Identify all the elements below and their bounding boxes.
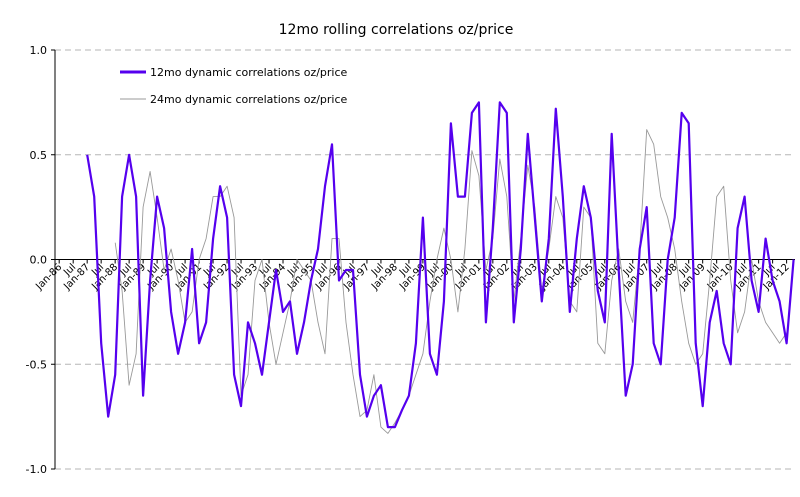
grid-layer (55, 49, 795, 470)
legend-label-12mo: 12mo dynamic correlations oz/price (150, 66, 348, 79)
y-tick-label: 1.0 (30, 44, 48, 57)
legend: 12mo dynamic correlations oz/price 24mo … (120, 66, 348, 106)
y-tick-label: 0.0 (30, 254, 48, 267)
chart-title: 12mo rolling correlations oz/price (279, 22, 514, 38)
y-tick-label: -1.0 (26, 463, 47, 476)
legend-label-24mo: 24mo dynamic correlations oz/price (150, 93, 348, 106)
series-line-12mo (86, 101, 795, 429)
series-layer (86, 101, 795, 434)
y-tick-label: -0.5 (26, 358, 47, 371)
y-tick-label: 0.5 (30, 149, 48, 162)
series-line-24mo (114, 129, 787, 434)
